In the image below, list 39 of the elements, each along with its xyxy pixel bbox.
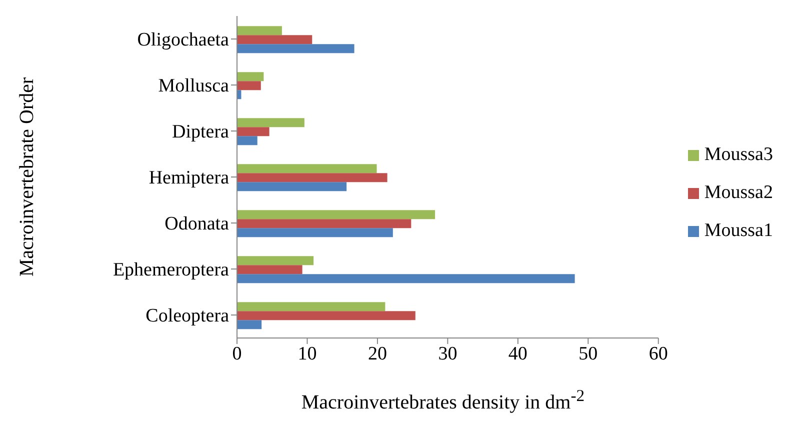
bar	[237, 210, 436, 220]
y-tick-label: Hemiptera	[148, 168, 230, 189]
bar	[237, 219, 412, 228]
x-tick-label: 50	[578, 343, 598, 364]
y-axis-title: Macroinvertebrate Order	[16, 76, 38, 277]
bar	[237, 320, 262, 330]
legend-label: Moussa2	[704, 181, 773, 205]
x-tick-label: 0	[232, 343, 242, 364]
x-axis-title: Macroinvertebrates density in dm$^{-2}$	[300, 386, 586, 415]
bar	[237, 302, 386, 312]
bar	[237, 311, 416, 320]
bar	[237, 265, 302, 274]
x-tick-label: 10	[298, 343, 317, 364]
y-tick-label: Oligochaeta	[137, 30, 230, 51]
bar	[237, 118, 304, 128]
bar	[237, 173, 388, 182]
y-tick-label: Mollusca	[158, 76, 230, 97]
bar	[237, 44, 354, 54]
bar	[237, 72, 264, 82]
bar	[237, 182, 347, 192]
x-tick-label: 60	[648, 343, 668, 364]
y-tick-label: Diptera	[172, 122, 230, 143]
bar	[237, 228, 393, 238]
bar	[237, 256, 314, 266]
bar	[237, 164, 377, 174]
y-tick-label: Coleoptera	[146, 306, 230, 327]
bar	[237, 274, 575, 284]
y-tick-label: Ephemeroptera	[112, 260, 230, 281]
bar	[237, 26, 282, 36]
legend-label: Moussa1	[704, 219, 773, 243]
bar	[237, 127, 270, 136]
x-tick-label: 20	[368, 343, 387, 364]
x-tick-label: 30	[438, 343, 458, 364]
legend-label: Moussa3	[704, 143, 773, 167]
bar	[237, 81, 261, 90]
x-tick-label: 40	[508, 343, 528, 364]
bar	[237, 136, 258, 146]
y-tick-label: Odonata	[164, 214, 230, 235]
bar	[237, 35, 312, 44]
